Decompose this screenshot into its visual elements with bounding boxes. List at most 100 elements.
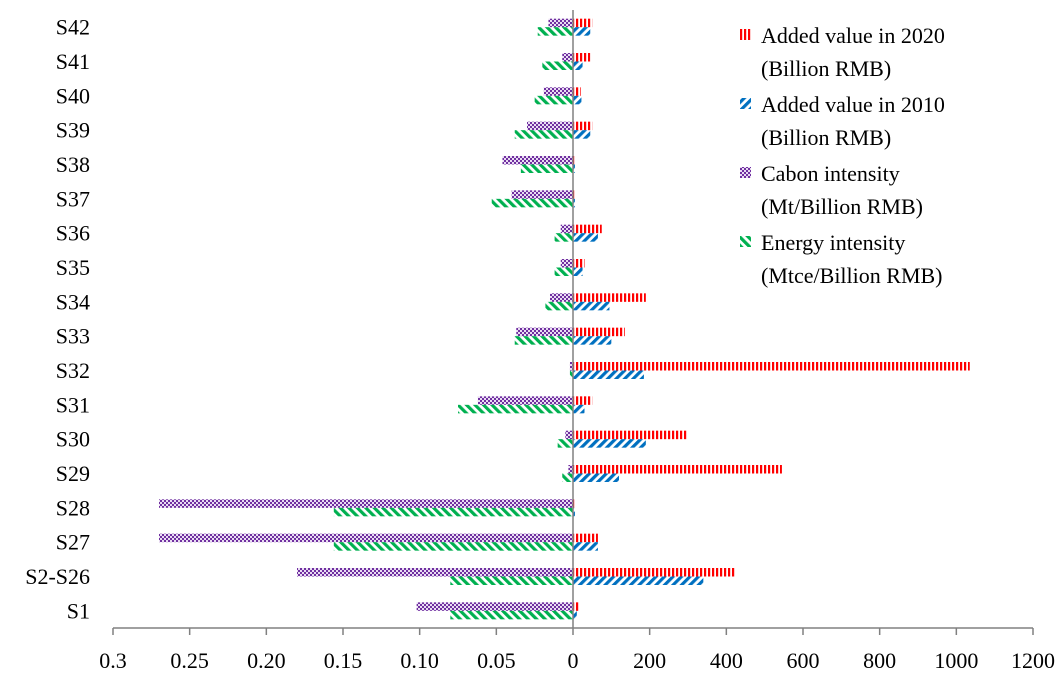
bar-s38-added-value-2010 bbox=[573, 164, 575, 173]
category-label-s33: S33 bbox=[56, 324, 90, 349]
bar-s34-energy-intensity bbox=[545, 301, 573, 311]
tick-label-right-800: 800 bbox=[863, 648, 896, 673]
legend-label-cabon-intensity: Cabon intensity bbox=[761, 161, 900, 186]
bar-s28-cabon-intensity bbox=[159, 499, 573, 508]
bar-s36-added-value-2020 bbox=[573, 224, 602, 234]
category-label-s34: S34 bbox=[56, 289, 90, 314]
bar-s39-energy-intensity bbox=[514, 130, 573, 139]
bar-s35-cabon-intensity bbox=[560, 259, 573, 268]
bar-s37-added-value-2010 bbox=[573, 198, 575, 208]
category-label-s37: S37 bbox=[56, 186, 90, 211]
bar-s41-added-value-2010 bbox=[573, 61, 583, 70]
tick-label-left-0-15: 0.15 bbox=[324, 648, 363, 673]
legend-swatch-cabon-intensity bbox=[740, 167, 751, 178]
bar-s38-cabon-intensity bbox=[502, 156, 573, 165]
category-label-s1: S1 bbox=[67, 598, 90, 623]
bar-s31-added-value-2020 bbox=[573, 396, 593, 405]
bar-s39-cabon-intensity bbox=[527, 121, 573, 131]
bar-s31-cabon-intensity bbox=[477, 396, 573, 405]
bar-s32-added-value-2010 bbox=[573, 370, 644, 379]
bar-s35-added-value-2020 bbox=[573, 259, 585, 268]
bar-s32-added-value-2020 bbox=[573, 362, 970, 371]
bar-s2-s26-cabon-intensity bbox=[297, 568, 573, 577]
bar-s40-energy-intensity bbox=[534, 95, 573, 105]
category-label-s29: S29 bbox=[56, 461, 90, 486]
tick-label-left-0: 0 bbox=[568, 648, 579, 673]
bar-s40-added-value-2010 bbox=[573, 95, 582, 105]
tick-label-right-400: 400 bbox=[710, 648, 743, 673]
bar-s31-added-value-2010 bbox=[573, 404, 585, 414]
legend-unit-cabon-intensity: (Mt/Billion RMB) bbox=[761, 194, 923, 219]
tick-label-right-200: 200 bbox=[633, 648, 666, 673]
tick-label-right-600: 600 bbox=[787, 648, 820, 673]
tick-label-right-1000: 1000 bbox=[934, 648, 978, 673]
labels-layer: S1 S2-S26 S27 S28 S29 S30 S31 S32 S33 S34 S35 S36 S3… bbox=[25, 15, 1055, 673]
bar-s27-cabon-intensity bbox=[159, 533, 573, 543]
legend: Added value in 2020 (Billion RMB) Added va… bbox=[740, 23, 945, 288]
bar-s29-added-value-2020 bbox=[573, 465, 782, 474]
bar-s28-energy-intensity bbox=[333, 507, 573, 517]
bar-s31-energy-intensity bbox=[458, 404, 573, 414]
bar-s38-energy-intensity bbox=[520, 164, 573, 173]
legend-unit-energy-intensity: (Mtce/Billion RMB) bbox=[761, 263, 943, 288]
category-label-s2-s26: S2-S26 bbox=[25, 564, 90, 589]
bar-s27-energy-intensity bbox=[333, 542, 573, 551]
bar-s33-added-value-2020 bbox=[573, 327, 625, 337]
bar-s36-added-value-2010 bbox=[573, 233, 598, 242]
bar-s28-added-value-2010 bbox=[573, 507, 575, 517]
bar-s42-energy-intensity bbox=[537, 27, 573, 36]
bar-s39-added-value-2010 bbox=[573, 130, 591, 139]
legend-label-added-value-in-2010: Added value in 2010 bbox=[761, 92, 945, 117]
bar-s27-added-value-2020 bbox=[573, 533, 598, 543]
bar-s37-added-value-2020 bbox=[573, 190, 575, 199]
bar-s42-added-value-2020 bbox=[573, 18, 593, 28]
bars-layer bbox=[159, 18, 970, 620]
bar-s33-added-value-2010 bbox=[573, 336, 612, 345]
bar-s41-cabon-intensity bbox=[562, 53, 573, 62]
tick-label-right-1200: 1200 bbox=[1011, 648, 1055, 673]
bar-s38-added-value-2020 bbox=[573, 156, 575, 165]
category-label-s27: S27 bbox=[56, 530, 90, 555]
bar-s37-energy-intensity bbox=[491, 198, 573, 208]
category-label-s36: S36 bbox=[56, 221, 90, 246]
axes-layer bbox=[112, 10, 1034, 635]
bar-s40-cabon-intensity bbox=[543, 87, 573, 96]
bar-s34-added-value-2020 bbox=[573, 293, 646, 302]
bar-s41-energy-intensity bbox=[542, 61, 573, 70]
category-label-s31: S31 bbox=[56, 392, 90, 417]
bar-s36-energy-intensity bbox=[554, 233, 573, 242]
tick-label-left-0-25: 0.25 bbox=[170, 648, 209, 673]
bar-s29-cabon-intensity bbox=[568, 465, 573, 474]
category-label-s41: S41 bbox=[56, 49, 90, 74]
legend-swatch-added-value-in-2020 bbox=[740, 29, 751, 40]
bar-s1-added-value-2020 bbox=[573, 602, 579, 611]
bar-s34-added-value-2010 bbox=[573, 301, 610, 311]
bar-s2-s26-energy-intensity bbox=[450, 576, 573, 585]
bar-s32-energy-intensity bbox=[569, 370, 573, 379]
category-label-s40: S40 bbox=[56, 83, 90, 108]
bar-s40-added-value-2020 bbox=[573, 87, 581, 96]
bar-s28-added-value-2020 bbox=[573, 499, 575, 508]
bar-s33-energy-intensity bbox=[514, 336, 573, 345]
bar-s1-added-value-2010 bbox=[573, 610, 577, 620]
bar-s1-energy-intensity bbox=[450, 610, 573, 620]
legend-swatch-added-value-in-2010 bbox=[740, 98, 751, 109]
bar-s30-added-value-2020 bbox=[573, 430, 688, 440]
bar-s36-cabon-intensity bbox=[560, 224, 573, 234]
tick-label-left-0-20: 0.20 bbox=[247, 648, 286, 673]
bar-s39-added-value-2020 bbox=[573, 121, 593, 131]
bar-s2-s26-added-value-2020 bbox=[573, 568, 736, 577]
bar-s33-cabon-intensity bbox=[516, 327, 573, 337]
legend-unit-added-value-in-2020: (Billion RMB) bbox=[761, 56, 891, 81]
bar-s42-added-value-2010 bbox=[573, 27, 591, 36]
legend-swatch-energy-intensity bbox=[740, 236, 751, 247]
category-label-s42: S42 bbox=[56, 15, 90, 40]
legend-label-added-value-in-2020: Added value in 2020 bbox=[761, 23, 945, 48]
legend-label-energy-intensity: Energy intensity bbox=[761, 230, 905, 255]
bar-s34-cabon-intensity bbox=[550, 293, 573, 302]
bar-s35-added-value-2010 bbox=[573, 267, 583, 276]
bar-s29-added-value-2010 bbox=[573, 473, 619, 482]
legend-unit-added-value-in-2010: (Billion RMB) bbox=[761, 125, 891, 150]
bar-s41-added-value-2020 bbox=[573, 53, 591, 62]
